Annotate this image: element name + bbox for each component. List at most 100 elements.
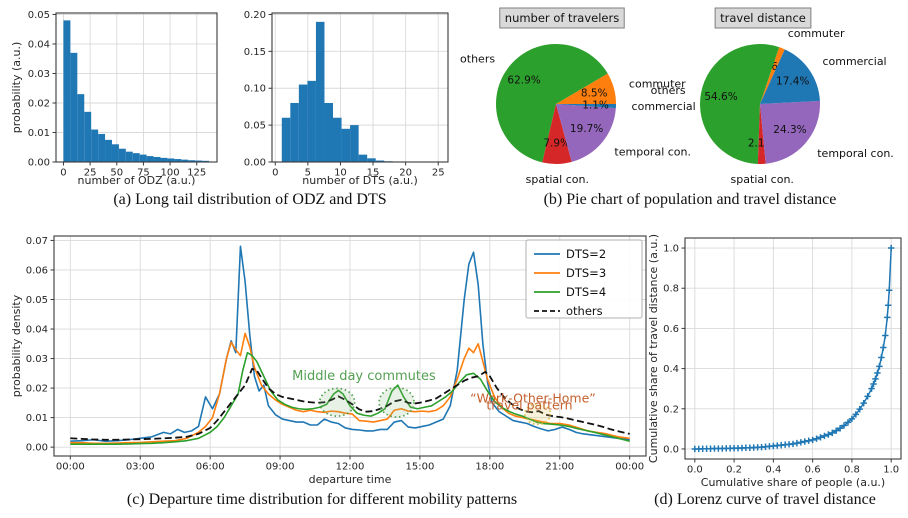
svg-text:0.15: 0.15 <box>244 47 266 58</box>
legend-label: DTS=3 <box>566 266 606 280</box>
caption-d: (d) Lorenz curve of travel distance <box>654 491 876 508</box>
grid <box>685 238 901 459</box>
x-axis-label: number of ODZ (a.u.) <box>78 174 196 187</box>
bar <box>202 160 210 162</box>
svg-text:0.00: 0.00 <box>26 443 48 454</box>
svg-text:0.02: 0.02 <box>28 98 50 109</box>
annotation-ellipse <box>318 387 356 417</box>
line-series-DTS-2 <box>70 245 630 443</box>
pie-slice-label: commercial <box>632 100 696 113</box>
svg-text:0.04: 0.04 <box>26 325 48 336</box>
histogram-bars <box>63 20 210 163</box>
pie-slice-temporal-con- <box>556 104 616 162</box>
svg-text:0.04: 0.04 <box>28 39 50 50</box>
pie-slice-spatial-con- <box>542 104 572 164</box>
bar <box>153 156 161 162</box>
y-axis-label: Cumulative share of travel distance (a.u… <box>647 234 660 463</box>
tick-labels: 00:00 03:00 06:00 09:00 12:00 15:00 18:00 21:00… <box>26 236 644 473</box>
pie-slice-label: spatial con. <box>731 173 794 186</box>
tick-labels: 0.0 0.2 0.4 0.6 0.8 1.0 0.0 0.2 0.4 0.6 0.8 1.0 <box>663 244 899 476</box>
bar <box>324 102 334 162</box>
caption-b: (b) Pie chart of population and travel d… <box>543 191 837 208</box>
svg-text:06:00: 06:00 <box>196 462 225 473</box>
bar <box>358 154 368 162</box>
svg-text:0.8: 0.8 <box>663 284 679 295</box>
pie-title: travel distance <box>720 11 806 25</box>
svg-text:18:00: 18:00 <box>475 462 504 473</box>
x-axis-label: departure time <box>309 473 392 486</box>
bar <box>77 94 85 162</box>
bar <box>307 80 316 162</box>
bar <box>125 151 133 162</box>
svg-text:125: 125 <box>187 168 206 179</box>
bar <box>70 52 78 163</box>
plot-frame <box>684 237 902 460</box>
bar <box>111 144 119 162</box>
svg-text:1.0: 1.0 <box>883 465 899 476</box>
pie-slice-label: others <box>651 84 686 97</box>
svg-text:0.06: 0.06 <box>26 265 48 276</box>
tick-labels: 0 5 10 15 20 25 0.00 0.05 0.10 0.15 0.20 <box>244 10 445 179</box>
bar <box>290 102 299 162</box>
svg-text:12:00: 12:00 <box>336 462 365 473</box>
svg-text:0.03: 0.03 <box>26 354 48 365</box>
chart-pie-travelers: 8.5% commuter 62.9% others 7.9% spatial con. 1… <box>460 7 696 186</box>
lorenz-line <box>694 248 892 450</box>
pie-slice-others <box>496 44 608 163</box>
histogram-bars <box>281 21 393 162</box>
bar <box>84 111 92 162</box>
bar <box>341 128 351 162</box>
pie-percent-label: 62.9% <box>507 75 540 87</box>
svg-text:0.4: 0.4 <box>663 364 679 375</box>
bar <box>298 84 308 162</box>
tick-labels: 0 25 50 75 100 125 0.00 0.01 0.02 0.03 0.04 0.05 <box>28 10 207 179</box>
pie-slice-label: others <box>460 53 495 66</box>
svg-text:0.05: 0.05 <box>26 295 48 306</box>
pie-title: number of travelers <box>505 11 619 25</box>
svg-text:0.0: 0.0 <box>663 444 679 455</box>
bar <box>350 125 359 162</box>
svg-text:15:00: 15:00 <box>406 462 435 473</box>
legend-label: DTS=4 <box>566 285 606 299</box>
svg-text:0.05: 0.05 <box>28 10 50 21</box>
svg-text:21:00: 21:00 <box>545 462 574 473</box>
annotation-ellipse <box>523 402 552 426</box>
svg-text:0.2: 0.2 <box>663 404 679 415</box>
y-axis-label: probability density <box>10 294 23 397</box>
svg-text:5: 5 <box>305 168 311 179</box>
svg-text:75: 75 <box>137 168 150 179</box>
bar <box>105 139 112 162</box>
svg-text:0.00: 0.00 <box>28 158 50 169</box>
legend-label: DTS=2 <box>566 247 606 261</box>
pie-slice-commercial <box>556 104 616 109</box>
pie-slice-commuter <box>556 73 616 104</box>
line-series-DTS-3 <box>70 332 630 445</box>
pie-slice-others <box>700 44 780 164</box>
svg-text:1.0: 1.0 <box>663 244 679 255</box>
legend: DTS=2 DTS=3 DTS=4 others <box>525 239 643 319</box>
line-series-DTS-4 <box>70 351 630 445</box>
bar <box>91 129 99 162</box>
pie-slice-label: commuter <box>629 78 686 91</box>
bar <box>132 153 140 162</box>
x-axis-label: number of DTS (a.u.) <box>302 174 417 187</box>
svg-text:0: 0 <box>272 168 278 179</box>
bar <box>281 117 291 162</box>
bar <box>315 21 325 162</box>
plot-frame <box>271 12 449 163</box>
pie-percent-label: 19.7% <box>570 123 603 135</box>
svg-text:0.10: 0.10 <box>244 84 266 95</box>
svg-text:0.01: 0.01 <box>28 128 50 139</box>
x-axis-label: Cumulative share of people (a.u.) <box>701 476 885 489</box>
svg-text:0: 0 <box>60 168 66 179</box>
annotation-text: Middle day commutes <box>292 369 436 384</box>
svg-text:03:00: 03:00 <box>126 462 155 473</box>
bar <box>146 156 154 162</box>
svg-text:25: 25 <box>432 168 445 179</box>
pie-slice-spatial-con- <box>757 104 766 164</box>
bar <box>375 160 385 162</box>
chart-histogram-odz: 0 25 50 75 100 125 0.00 0.01 0.02 0.03 0.04 0.05 num… <box>10 10 218 187</box>
pie-percent-label: 54.6% <box>704 91 737 103</box>
svg-text:00:00: 00:00 <box>615 462 644 473</box>
svg-text:0.4: 0.4 <box>765 465 781 476</box>
